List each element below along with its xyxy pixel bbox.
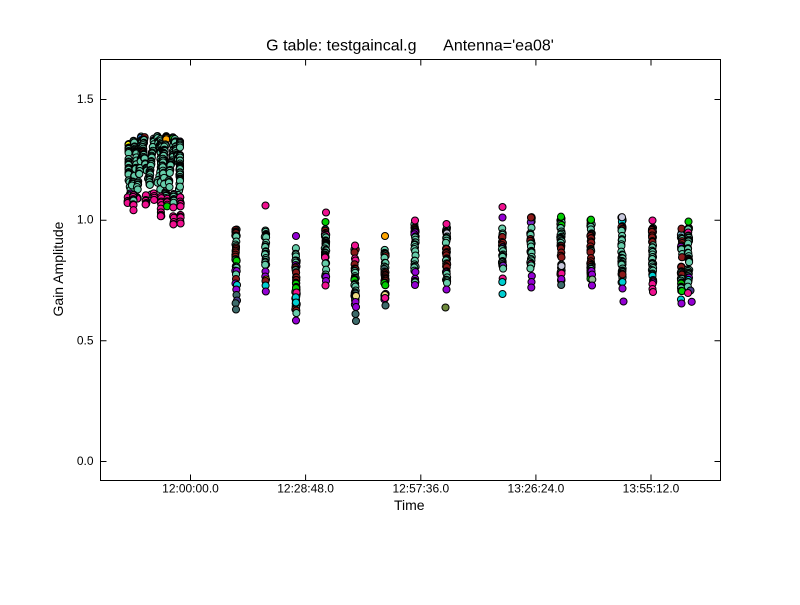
svg-text:0.0: 0.0 <box>77 454 94 468</box>
svg-text:0.5: 0.5 <box>77 333 94 347</box>
svg-text:13:26:24.0: 13:26:24.0 <box>508 482 565 496</box>
svg-text:12:28:48.0: 12:28:48.0 <box>277 482 334 496</box>
svg-text:Time: Time <box>394 497 425 513</box>
svg-text:1.0: 1.0 <box>77 213 94 227</box>
svg-text:G table: testgaincal.g An: G table: testgaincal.g Antenna='ea08' <box>266 38 554 55</box>
svg-text:12:00:00.0: 12:00:00.0 <box>162 482 219 496</box>
svg-text:12:57:36.0: 12:57:36.0 <box>392 482 449 496</box>
svg-text:Gain Amplitude: Gain Amplitude <box>50 221 66 316</box>
svg-text:13:55:12.0: 13:55:12.0 <box>623 482 680 496</box>
svg-text:1.5: 1.5 <box>77 92 94 106</box>
